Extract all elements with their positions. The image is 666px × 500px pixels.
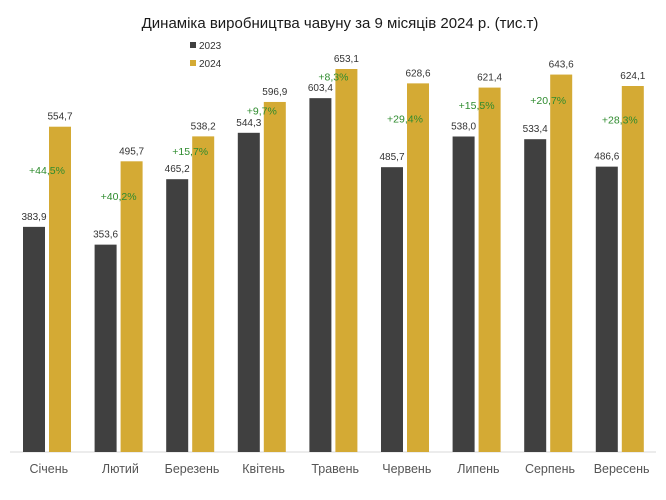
legend-swatch-2024 xyxy=(190,60,196,66)
bar-2024-5 xyxy=(407,83,429,453)
category-label-7: Серпень xyxy=(525,462,575,476)
value-label-2023-5: 485,7 xyxy=(379,152,404,163)
legend: 2023 2024 xyxy=(190,41,222,70)
bar-2024-2 xyxy=(192,136,215,452)
chart-title: Динаміка виробництва чавуну за 9 місяців… xyxy=(142,15,539,32)
change-label-8: +28,3% xyxy=(602,114,638,126)
labels-layer: 383,9 554,7 +44,5% 353,6 495,7 +40,2% 465,2 538… xyxy=(21,54,645,241)
bars-layer xyxy=(23,69,644,453)
bar-2024-4 xyxy=(335,69,358,452)
value-label-2023-6: 538,0 xyxy=(451,121,476,132)
bar-2024-8 xyxy=(621,86,644,452)
category-labels: Січень Лютий Березень Квітень Травень Червень… xyxy=(29,462,649,476)
category-label-0: Січень xyxy=(29,462,68,476)
category-label-2: Березень xyxy=(165,462,220,476)
bar-2023-3 xyxy=(237,132,260,452)
category-label-1: Лютий xyxy=(102,462,139,476)
value-label-2024-1: 495,7 xyxy=(119,146,144,157)
change-label-4: +8,3% xyxy=(318,72,348,84)
value-label-2024-7: 643,6 xyxy=(549,60,574,71)
change-label-1: +40,2% xyxy=(101,191,137,203)
bar-2024-3 xyxy=(263,101,286,453)
bar-2024-7 xyxy=(550,74,573,453)
change-label-7: +20,7% xyxy=(530,95,566,107)
value-label-2024-2: 538,2 xyxy=(191,121,216,132)
bar-2023-1 xyxy=(94,244,117,452)
legend-label-2023: 2023 xyxy=(199,41,222,52)
change-label-5: +29,4% xyxy=(387,113,423,125)
value-label-2024-3: 596,9 xyxy=(262,87,287,98)
category-label-8: Вересень xyxy=(594,462,650,476)
value-label-2024-5: 628,6 xyxy=(405,68,430,79)
change-label-6: +15,5% xyxy=(459,100,495,112)
bar-2023-6 xyxy=(452,136,475,453)
value-label-2023-0: 383,9 xyxy=(21,212,46,223)
change-label-2: +15,7% xyxy=(172,146,208,158)
value-label-2023-7: 533,4 xyxy=(523,124,548,135)
bar-2024-0 xyxy=(49,126,71,452)
change-label-3: +9,7% xyxy=(247,105,277,117)
bar-2023-0 xyxy=(23,226,45,452)
legend-label-2024: 2024 xyxy=(199,59,222,70)
value-label-2024-8: 624,1 xyxy=(620,71,645,82)
bar-2023-4 xyxy=(309,98,332,453)
bar-2024-6 xyxy=(478,87,501,452)
legend-swatch-2023 xyxy=(190,42,196,48)
bar-2023-7 xyxy=(524,139,547,452)
bar-2023-2 xyxy=(166,179,189,453)
change-label-0: +44,5% xyxy=(29,165,65,177)
bar-2023-8 xyxy=(595,166,618,453)
value-label-2023-3: 544,3 xyxy=(236,118,261,129)
category-label-5: Червень xyxy=(382,462,431,476)
value-label-2023-4: 603,4 xyxy=(308,83,333,94)
value-label-2023-2: 465,2 xyxy=(165,164,190,175)
value-label-2024-0: 554,7 xyxy=(47,112,72,123)
category-label-4: Травень xyxy=(311,462,359,476)
value-label-2023-8: 486,6 xyxy=(594,152,619,163)
bar-2024-1 xyxy=(120,161,143,453)
value-label-2024-6: 621,4 xyxy=(477,73,502,84)
category-label-3: Квітень xyxy=(242,462,285,476)
value-label-2024-4: 653,1 xyxy=(334,54,359,65)
value-label-2023-1: 353,6 xyxy=(93,230,118,241)
bar-2023-5 xyxy=(381,167,403,452)
category-label-6: Липень xyxy=(457,462,499,476)
